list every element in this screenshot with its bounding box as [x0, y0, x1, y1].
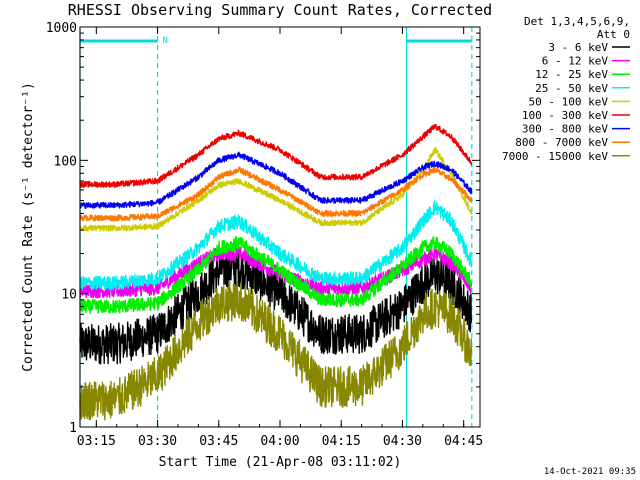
- legend-header: Att 0: [597, 28, 630, 41]
- legend-entry-label: 100 - 300 keV: [522, 109, 608, 122]
- x-tick-label: 04:00: [260, 434, 299, 449]
- legend-header: Det 1,3,4,5,6,9,: [524, 15, 630, 28]
- y-tick-label: 1: [69, 421, 77, 436]
- legend-entry-label: 800 - 7000 keV: [515, 136, 608, 149]
- y-tick-label: 1000: [46, 21, 77, 36]
- series-line: [79, 124, 473, 188]
- legend-entry-label: 7000 - 15000 keV: [502, 150, 608, 163]
- series-line: [79, 200, 473, 291]
- legend-entry-label: 25 - 50 keV: [535, 82, 608, 95]
- series-line: [79, 146, 473, 232]
- legend-entry-label: 300 - 800 keV: [522, 123, 608, 136]
- footer-timestamp: 14-Oct-2021 09:35: [544, 467, 636, 477]
- legend-entry-label: 6 - 12 keV: [542, 55, 609, 68]
- series-line: [79, 151, 473, 209]
- x-tick-label: 04:30: [383, 434, 422, 449]
- night-annotation: N: [163, 36, 168, 46]
- chart-title: RHESSI Observing Summary Count Rates, Co…: [68, 1, 492, 19]
- y-tick-label: 10: [61, 288, 77, 303]
- series-line: [79, 280, 473, 421]
- y-axis-label: Corrected Count Rate (s⁻¹ detector⁻¹): [21, 82, 36, 372]
- y-tick-label: 100: [54, 154, 77, 169]
- series-lines: [79, 124, 473, 421]
- series-line: [79, 247, 473, 365]
- x-axis: 03:15 03:30 03:45 04:00 04:15 04:30 04:45: [77, 27, 483, 449]
- series-line: [79, 166, 473, 222]
- legend-entry-label: 3 - 6 keV: [548, 41, 608, 54]
- x-axis-label: Start Time (21-Apr-08 03:11:02): [159, 455, 402, 470]
- x-tick-label: 04:15: [322, 434, 361, 449]
- legend-entry-label: 12 - 25 keV: [535, 68, 608, 81]
- series-line: [79, 236, 473, 315]
- x-tick-label: 03:15: [77, 434, 116, 449]
- y-axis: 1 10 100 1000: [46, 21, 480, 436]
- legend-entry-label: 50 - 100 keV: [529, 95, 609, 108]
- x-tick-label: 04:45: [444, 434, 483, 449]
- x-tick-label: 03:45: [199, 434, 238, 449]
- x-tick-label: 03:30: [138, 434, 177, 449]
